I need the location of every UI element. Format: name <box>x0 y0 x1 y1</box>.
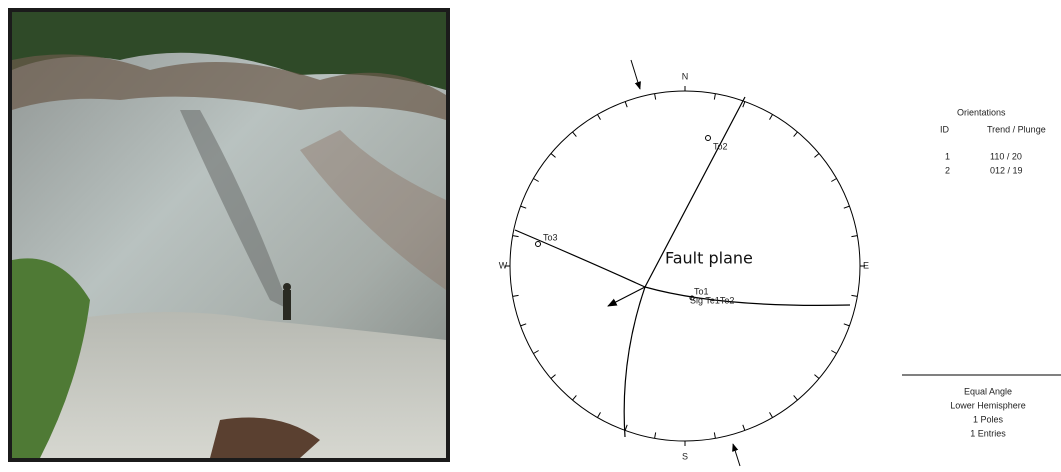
degree-tick <box>654 432 657 439</box>
stereonet: N E S W To2 To3 To1 Sig Te1To2 Fault pla… <box>499 59 869 467</box>
degree-tick <box>520 205 527 209</box>
compass-label: E <box>863 260 869 270</box>
point-label: To2 <box>713 141 728 151</box>
vegetation <box>12 12 446 90</box>
pole-marker <box>535 241 541 247</box>
photo <box>8 8 450 462</box>
degree-tick <box>814 374 820 379</box>
table-header: ID <box>940 124 950 134</box>
degree-tick <box>769 114 773 120</box>
point-label: To3 <box>543 232 558 242</box>
stress-arrow <box>630 59 641 90</box>
degree-tick <box>624 101 628 108</box>
orientation-table: Orientations ID Trend / Plunge 1 110 / 2… <box>940 107 1046 175</box>
scree <box>12 312 446 458</box>
degree-tick <box>624 424 628 431</box>
slip-arrow <box>607 286 646 307</box>
point-label: Sig Te1To2 <box>690 295 734 305</box>
degree-tick <box>654 93 657 100</box>
degree-tick <box>550 374 556 379</box>
rock-top <box>12 54 446 120</box>
pole-marker <box>705 135 711 141</box>
person <box>283 290 291 320</box>
great-circle <box>514 229 851 306</box>
degree-tick <box>769 412 773 418</box>
compass-label: S <box>682 451 688 461</box>
table-cell: 2 <box>945 165 950 175</box>
degree-tick <box>520 323 527 327</box>
degree-tick <box>713 93 716 100</box>
degree-tick <box>572 131 577 137</box>
degree-tick <box>533 350 539 354</box>
degree-tick <box>597 114 601 120</box>
degree-tick <box>814 153 820 158</box>
debris <box>210 417 320 458</box>
degree-tick <box>597 412 601 418</box>
degree-tick <box>831 178 837 182</box>
annotation: Fault plane <box>665 249 753 268</box>
degree-tick <box>793 131 798 137</box>
stain <box>300 130 446 290</box>
degree-tick <box>843 205 850 209</box>
footer-text: Lower Hemisphere <box>950 400 1026 410</box>
footer-text: 1 Entries <box>970 428 1006 438</box>
degree-tick <box>512 294 519 297</box>
table-cell: 012 / 19 <box>990 165 1023 175</box>
degree-tick <box>713 432 716 439</box>
legend: Equal Angle Lower Hemisphere 1 Poles 1 E… <box>950 386 1026 438</box>
point-label: To1 <box>694 286 709 296</box>
person-head <box>283 283 291 291</box>
degree-tick <box>742 101 746 108</box>
degree-tick <box>533 178 539 182</box>
table-header: Trend / Plunge <box>987 124 1046 134</box>
footer-text: 1 Poles <box>973 414 1004 424</box>
degree-tick <box>843 323 850 327</box>
compass-label: N <box>682 71 689 81</box>
degree-tick <box>572 395 577 401</box>
fault-trace <box>180 110 290 310</box>
degree-tick <box>851 294 858 297</box>
degree-tick <box>550 153 556 158</box>
degree-tick <box>512 235 519 238</box>
table-cell: 110 / 20 <box>990 151 1022 161</box>
table-title: Orientations <box>957 107 1006 117</box>
pole-marker <box>689 295 695 301</box>
stress-arrow <box>732 443 741 467</box>
bush <box>12 258 90 458</box>
degree-tick <box>742 424 746 431</box>
degree-tick <box>831 350 837 354</box>
compass-label: W <box>499 260 508 270</box>
footer-text: Equal Angle <box>964 386 1012 396</box>
degree-tick <box>851 235 858 238</box>
table-cell: 1 <box>945 151 950 161</box>
degree-tick <box>793 395 798 401</box>
